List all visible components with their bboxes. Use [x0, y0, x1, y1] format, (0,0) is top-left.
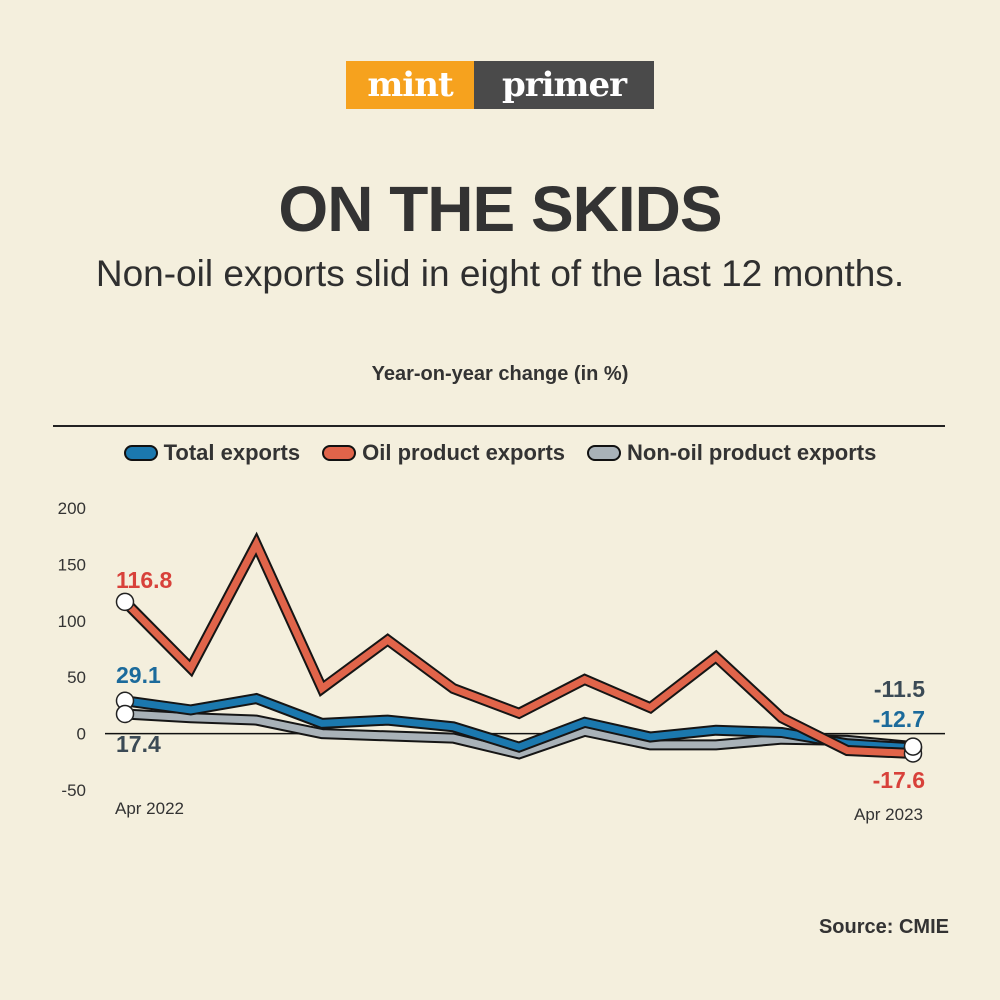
y-tick-label: -50 — [61, 781, 86, 800]
legend: Total exports Oil product exports Non-oi… — [0, 440, 1000, 466]
series-line-total — [124, 694, 914, 752]
mint-primer-logo: mint primer — [346, 61, 654, 109]
data-point-marker-oil — [115, 592, 135, 612]
page-subtitle: Non-oil exports slid in eight of the las… — [95, 253, 905, 294]
data-point-marker-nonoil — [115, 704, 135, 724]
legend-item-oil: Oil product exports — [322, 440, 565, 466]
y-tick-label: 0 — [77, 725, 86, 744]
data-label-total-start: 29.1 — [116, 662, 161, 688]
data-label-total-end: -12.7 — [873, 706, 925, 732]
data-label-nonoil-end: -11.5 — [874, 676, 925, 702]
y-tick-label: 50 — [67, 668, 86, 687]
legend-swatch-nonoil — [587, 445, 622, 461]
logo-primer: primer — [474, 61, 654, 109]
legend-item-total: Total exports — [123, 440, 301, 466]
legend-item-nonoil: Non-oil product exports — [587, 440, 876, 466]
divider — [53, 425, 945, 427]
data-label-nonoil-start: 17.4 — [116, 731, 161, 757]
x-tick-label-first: Apr 2022 — [115, 799, 184, 818]
y-tick-label: 200 — [58, 499, 86, 518]
logo-mint: mint — [346, 61, 474, 109]
y-tick-label: 150 — [58, 555, 86, 574]
legend-swatch-oil — [322, 445, 357, 461]
source-note: Source: CMIE — [818, 916, 949, 938]
series-line-nonoil — [124, 710, 914, 758]
y-tick-label: 100 — [58, 612, 86, 631]
legend-label-oil: Oil product exports — [362, 440, 566, 465]
legend-label-total: Total exports — [163, 440, 301, 465]
legend-swatch-total — [123, 445, 158, 461]
page-title: ON THE SKIDS — [278, 173, 722, 245]
legend-label-nonoil: Non-oil product exports — [627, 440, 877, 465]
x-tick-label-last: Apr 2023 — [854, 805, 923, 824]
data-label-oil-end: -17.6 — [873, 767, 925, 793]
series-line-oil — [122, 536, 914, 757]
chart-title: Year-on-year change (in %) — [371, 363, 629, 385]
data-point-marker-nonoil — [903, 737, 923, 756]
data-label-oil-start: 116.8 — [116, 567, 172, 593]
